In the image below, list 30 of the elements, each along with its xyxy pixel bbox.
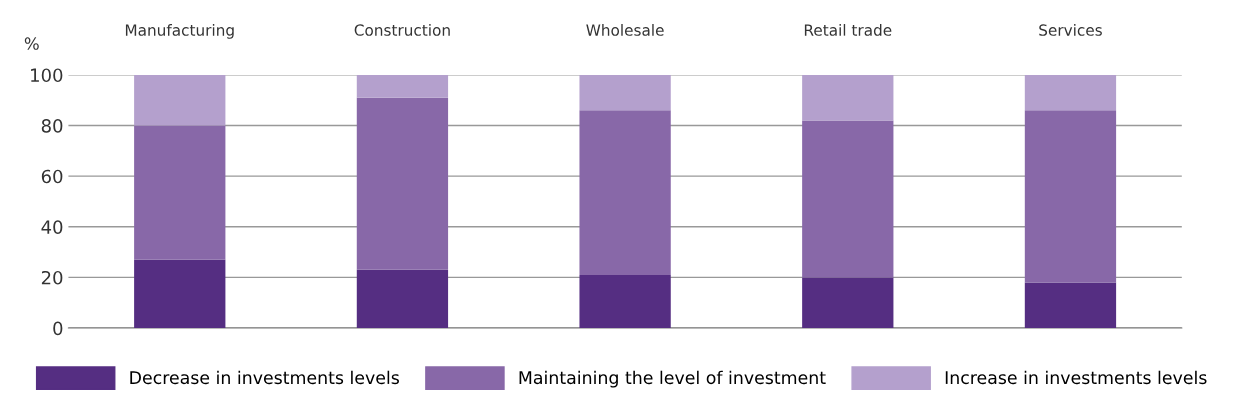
x-tick-label: Services — [1039, 24, 1102, 36]
bar — [1024, 74, 1117, 111]
y-tick-label: 60 — [41, 169, 63, 184]
bar — [579, 74, 671, 111]
x-tick-label: Retail trade — [804, 24, 892, 36]
bar — [134, 259, 226, 329]
y-tick-label: 80 — [41, 119, 63, 133]
bar — [1024, 110, 1117, 283]
bar — [134, 125, 226, 260]
bar — [356, 269, 449, 329]
bar — [356, 74, 449, 98]
bar — [802, 120, 894, 278]
legend-label: Maintaining the level of investment — [519, 370, 826, 388]
y-tick-label: 40 — [41, 220, 63, 234]
legend-label: Increase in investments levels — [945, 370, 1207, 385]
y-axis-title: % — [24, 37, 39, 50]
bar — [802, 74, 894, 121]
bar — [356, 97, 449, 270]
bar — [579, 274, 671, 329]
bar — [802, 277, 894, 329]
y-tick-label: 0 — [53, 321, 63, 336]
bar — [134, 74, 226, 126]
y-tick-label: 20 — [41, 270, 63, 285]
x-tick-label: Construction — [354, 24, 450, 36]
y-tick-label: 100 — [31, 68, 63, 83]
x-tick-label: Wholesale — [586, 24, 664, 36]
bar — [1024, 282, 1117, 329]
bar — [579, 110, 671, 275]
x-tick-label: Manufacturing — [125, 24, 234, 39]
legend-label: Decrease in investments levels — [130, 370, 399, 385]
